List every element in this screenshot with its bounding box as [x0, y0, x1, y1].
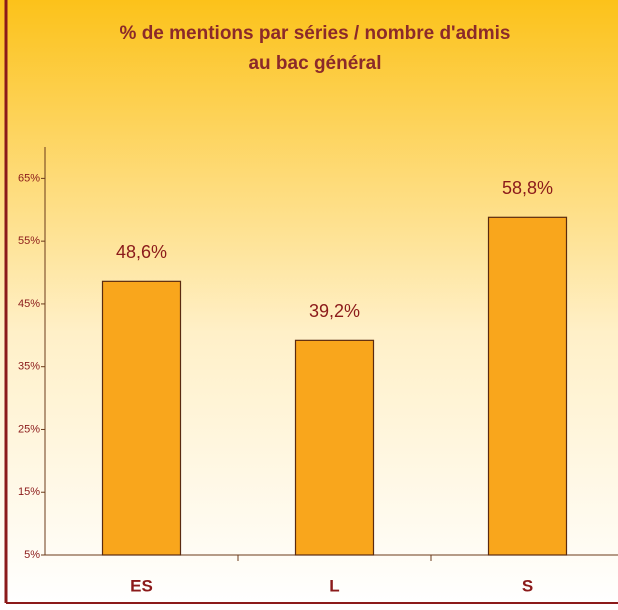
y-tick-label: 5%: [24, 549, 40, 561]
y-tick-label: 35%: [18, 361, 40, 373]
value-label: 58,8%: [502, 178, 553, 198]
y-tick-label: 15%: [18, 486, 40, 498]
bar: [487, 216, 568, 556]
y-tick-label: 65%: [18, 172, 40, 184]
value-label: 48,6%: [116, 242, 167, 262]
value-label: 39,2%: [309, 301, 360, 321]
bar: [101, 280, 182, 556]
y-tick-label: 55%: [18, 235, 40, 247]
chart-title: % de mentions par séries / nombre d'admi…: [120, 23, 511, 44]
bar: [294, 339, 375, 556]
x-tick-label: L: [329, 576, 339, 595]
y-tick-label: 25%: [18, 423, 40, 435]
y-tick-label: 45%: [18, 298, 40, 310]
x-tick-label: ES: [130, 576, 153, 595]
chart-subtitle: au bac général: [248, 53, 381, 74]
x-tick-label: S: [522, 576, 533, 595]
